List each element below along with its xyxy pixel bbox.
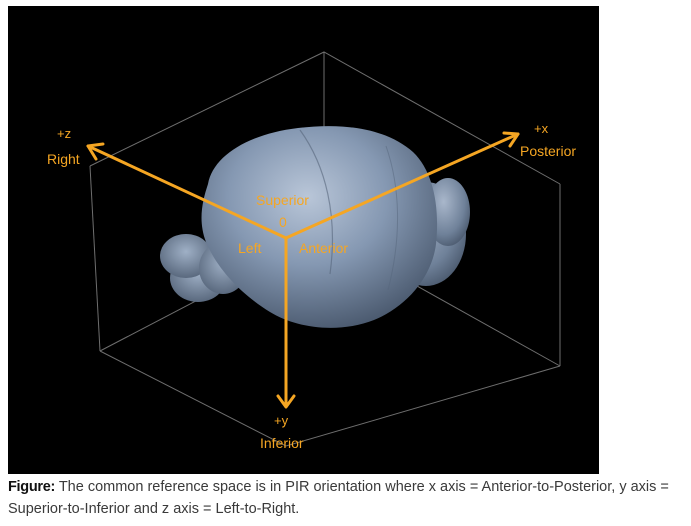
- reference-space-diagram: [86, 51, 561, 447]
- x-axis-arrowhead: [502, 131, 520, 148]
- z-axis-sign-label: +z: [57, 126, 72, 141]
- superior-label: Superior: [256, 192, 309, 208]
- cerebrum: [201, 126, 438, 328]
- axes: [86, 131, 520, 409]
- z-axis-name-label: Right: [47, 151, 80, 167]
- olfactory-bulb-upper: [160, 234, 212, 278]
- figure-panel: +z Right +x Posterior +y Inferior Superi…: [8, 6, 599, 474]
- brain-model: [160, 126, 470, 328]
- y-axis-name-label: Inferior: [260, 435, 304, 451]
- z-axis-line: [86, 144, 288, 240]
- x-axis-name-label: Posterior: [520, 143, 577, 159]
- brain-fissure: [299, 129, 334, 275]
- origin-label: 0: [279, 214, 287, 230]
- figure-caption: Figure: The common reference space is in…: [8, 476, 684, 520]
- box-left-vertical: [89, 165, 101, 352]
- y-axis-sign-label: +y: [274, 413, 289, 428]
- brain-groove: [385, 145, 399, 291]
- caption-lead: Figure:: [8, 479, 56, 495]
- z-axis-arrowhead: [86, 142, 105, 161]
- y-axis-arrowhead: [276, 394, 296, 409]
- anterior-label: Anterior: [299, 240, 349, 256]
- caption-text: The common reference space is in PIR ori…: [8, 479, 669, 517]
- left-label: Left: [238, 240, 262, 256]
- x-axis-sign-label: +x: [534, 121, 549, 136]
- x-axis-line: [284, 132, 520, 240]
- box-front-bottom: [99, 350, 561, 447]
